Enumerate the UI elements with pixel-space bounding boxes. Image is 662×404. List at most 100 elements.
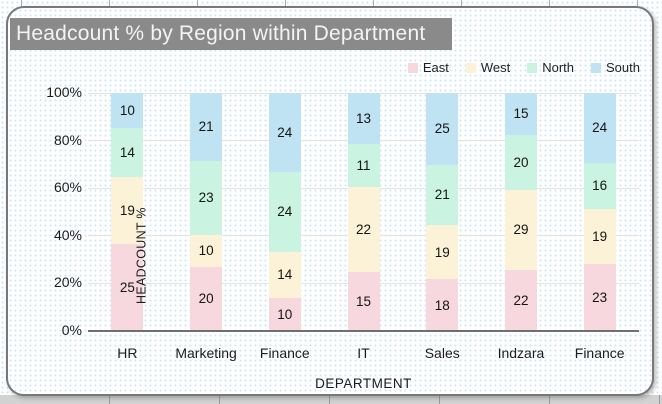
bar-value-label: 10 [277,306,293,322]
bar-segment-north: 16 [583,162,616,210]
legend-label: East [422,60,449,75]
bar-segment-east: 20 [190,266,223,331]
bar-value-label: 15 [513,106,529,122]
bar-value-label: 18 [434,297,450,313]
bar-value-label: 22 [356,222,372,238]
bar-value-label: 19 [592,229,608,245]
bar-slot: 21 23 10 20 [167,93,246,331]
bar-segment-south: 10 [111,93,144,128]
legend: East West North South [407,60,640,75]
spreadsheet-row-bottom [0,395,662,404]
bar-segment-east: 23 [583,264,616,331]
bar-value-label: 14 [277,267,293,283]
x-tick-label: Marketing [175,345,237,361]
bar-value-label: 24 [277,204,293,220]
x-tick-label: Indzara [497,345,545,361]
legend-swatch [591,62,602,73]
bar-slot: 13 11 22 15 [324,93,403,331]
bar-segment-south: 15 [504,93,537,135]
bar-segment-east: 15 [347,272,380,331]
bar-value-label: 23 [592,290,608,306]
spreadsheet-row-top [0,0,662,10]
x-axis-line [88,330,639,332]
y-tick-label: 0% [61,322,82,338]
bar-segment-north: 21 [426,164,459,225]
bar-segment-south: 25 [426,93,459,165]
y-tick-label: 40% [53,226,82,243]
legend-swatch [465,62,476,73]
bar-segment-north: 11 [347,143,380,187]
bar-slot: 10 14 19 25 [88,93,167,331]
y-tick-label: 100% [46,84,82,100]
bar-stack: 25 21 19 18 [426,93,459,331]
bar-value-label: 10 [119,103,135,118]
legend-label: West [480,60,511,75]
x-tick-label: IT [357,345,370,361]
bar-stack: 21 23 10 20 [190,93,223,331]
bar-value-label: 25 [119,279,135,295]
bar-value-label: 22 [513,293,529,309]
x-tick-label: Sales [424,345,460,361]
bars: 10 14 19 25 21 23 10 20 24 24 14 10 13 11 22 15 25 21 19 18… [88,93,639,331]
x-tick-labels: HR Marketing Finance IT Sales Indzara Finance [88,345,639,361]
bar-value-label: 20 [198,291,214,307]
bar-segment-west: 19 [583,209,616,265]
bar-value-label: 14 [119,145,135,160]
bar-value-label: 23 [198,190,214,206]
bar-value-label: 13 [356,110,372,126]
y-axis-title: HEADCOUNT % [134,207,149,304]
bar-slot: 25 21 19 18 [403,93,482,331]
bar-value-label: 25 [434,121,450,137]
y-tick-label: 20% [53,274,82,291]
bar-stack: 15 20 29 22 [504,93,537,331]
bar-value-label: 19 [434,244,450,260]
x-tick-label: HR [117,345,138,361]
bar-segment-east: 22 [504,270,537,331]
legend-item: South [591,60,640,75]
bar-segment-south: 21 [190,93,223,161]
legend-swatch [527,62,538,73]
bar-segment-north: 20 [504,134,537,190]
bar-slot: 24 24 14 10 [245,93,324,331]
bar-value-label: 16 [592,178,608,194]
bar-value-label: 24 [277,125,293,141]
x-tick-label: Finance [259,345,310,361]
bar-value-label: 15 [356,294,372,310]
legend-item: North [527,60,574,75]
chart-canvas[interactable]: Headcount % by Region within Department … [6,6,654,396]
bar-segment-west: 19 [111,177,144,244]
bar-segment-west: 22 [347,186,380,273]
bar-segment-east: 18 [426,279,459,331]
bar-segment-west: 10 [190,234,223,267]
bar-stack: 13 11 22 15 [347,93,380,331]
bar-segment-south: 13 [347,93,380,144]
bar-value-label: 11 [356,157,371,173]
bar-value-label: 21 [198,119,214,135]
bar-stack: 10 14 19 25 [111,93,144,331]
bar-value-label: 20 [513,154,529,170]
bar-segment-south: 24 [268,93,301,173]
bar-value-label: 24 [592,120,608,136]
legend-item: East [407,60,449,75]
legend-label: South [606,60,640,75]
bar-segment-north: 23 [190,160,223,235]
bar-segment-east: 10 [268,297,301,331]
bar-segment-north: 24 [268,172,301,252]
bar-segment-west: 29 [504,189,537,271]
bar-slot: 15 20 29 22 [482,93,561,331]
bar-value-label: 19 [119,202,135,218]
plot-area: 100% 80% 60% 40% 20% 0% 10 14 19 25 21 23 10 20 24 24 1… [46,84,639,338]
x-tick-label: Finance [574,345,625,361]
bar-stack: 24 16 19 23 [583,93,616,331]
legend-swatch [407,62,418,73]
legend-label: North [542,60,575,75]
legend-item: West [465,60,511,75]
bar-value-label: 29 [513,222,529,238]
bar-slot: 24 16 19 23 [560,93,639,331]
x-axis-title: DEPARTMENT [315,376,412,391]
bar-value-label: 10 [198,243,214,259]
y-tick-label: 80% [53,131,82,148]
bar-stack: 24 24 14 10 [268,93,301,331]
bar-segment-south: 24 [583,93,616,163]
bar-segment-west: 19 [426,224,459,280]
